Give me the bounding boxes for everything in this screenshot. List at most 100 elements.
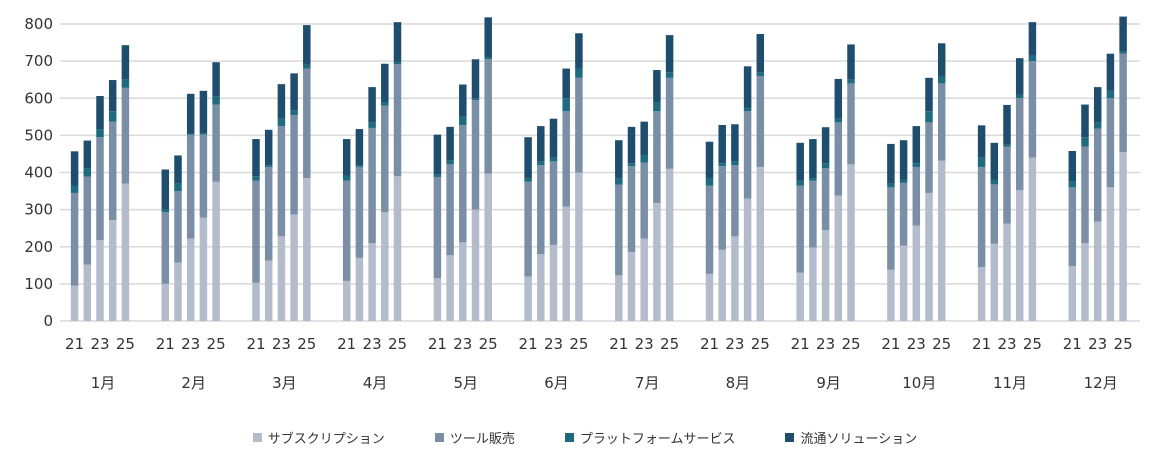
y-tick-label: 600 <box>24 89 53 107</box>
bar-segment <box>277 236 286 321</box>
bar-segment <box>925 192 933 321</box>
bar-segment <box>83 176 92 265</box>
bar-segment <box>756 72 765 76</box>
bar-segment <box>615 140 623 179</box>
bar-segment <box>977 157 986 167</box>
bar-segment <box>887 143 895 184</box>
x-subtick-label: 25 <box>660 335 679 353</box>
x-subtick-label: 25 <box>207 335 226 353</box>
bar-segment <box>665 168 674 321</box>
bar-segment <box>471 100 480 210</box>
bar-segment <box>471 98 480 101</box>
bar-segment <box>433 176 442 279</box>
bar-segment <box>70 151 79 186</box>
bar-segment <box>731 165 739 237</box>
x-category-label: 10月 <box>902 374 936 392</box>
bar-segment <box>718 249 726 321</box>
x-subtick-label: 21 <box>972 335 991 353</box>
x-subtick-label: 25 <box>841 335 860 353</box>
bar-segment <box>756 166 765 321</box>
bar-segment <box>990 184 999 244</box>
bar-segment <box>264 129 273 166</box>
bar-segment <box>368 122 376 128</box>
bar-segment <box>252 180 260 283</box>
bar-segment <box>1015 190 1024 321</box>
bar-segment <box>615 275 623 321</box>
bar-segment <box>718 166 726 250</box>
bar-segment <box>83 140 92 169</box>
bar-segment <box>342 175 351 181</box>
bar-segment <box>937 83 946 161</box>
legend-swatch <box>785 433 795 442</box>
bar-segment <box>355 129 364 166</box>
y-tick-label: 500 <box>24 126 53 144</box>
bar-segment <box>1106 187 1115 321</box>
bar-segment <box>705 141 714 179</box>
bar-segment <box>809 180 817 248</box>
bar-segment <box>433 278 442 321</box>
bar-segment <box>1028 22 1037 56</box>
bar-segment <box>718 124 726 164</box>
bar-segment <box>990 243 999 321</box>
bar-segment <box>1093 87 1102 123</box>
bar-segment <box>899 182 908 246</box>
bar-segment <box>108 220 117 321</box>
x-category-label: 1月 <box>91 374 116 392</box>
x-subtick-label: 21 <box>609 335 628 353</box>
bar-segment <box>303 178 311 321</box>
x-category-label: 2月 <box>181 374 206 392</box>
y-tick-label: 300 <box>24 201 53 219</box>
bar-segment <box>743 111 752 199</box>
bar-segment <box>212 96 220 105</box>
bar-segment <box>1015 58 1024 95</box>
bar-segment <box>471 209 480 321</box>
x-subtick-label: 23 <box>272 335 291 353</box>
x-subtick-label: 23 <box>363 335 382 353</box>
x-subtick-label: 23 <box>181 335 200 353</box>
bar-segment <box>121 45 130 80</box>
bar-segment <box>990 179 999 185</box>
bar-segment <box>834 118 843 123</box>
legend-swatch <box>434 433 444 442</box>
bar-segment <box>161 283 170 321</box>
bar-segment <box>174 155 182 184</box>
bar-segment <box>627 126 636 164</box>
bar-segment <box>925 111 933 123</box>
bar-segment <box>834 195 843 321</box>
x-subtick-label: 21 <box>246 335 265 353</box>
y-tick-label: 700 <box>24 52 53 70</box>
bar-segment <box>264 165 273 167</box>
bar-segment <box>640 238 648 321</box>
bar-segment <box>549 157 558 162</box>
bar-segment <box>562 98 570 112</box>
bar-segment <box>1081 243 1089 321</box>
x-subtick-label: 25 <box>116 335 135 353</box>
bar-segment <box>743 66 752 108</box>
x-category-label: 9月 <box>816 374 841 392</box>
bar-segment <box>186 238 195 321</box>
bar-segment <box>524 276 532 321</box>
bar-segment <box>615 178 623 185</box>
bar-segment <box>1106 53 1115 91</box>
bar-segment <box>393 22 402 62</box>
bar-segment <box>355 257 364 321</box>
bar-segment <box>537 161 545 166</box>
bar-segment <box>199 134 208 218</box>
bar-segment <box>290 110 298 115</box>
bar-segment <box>161 209 170 213</box>
bar-segment <box>1119 51 1127 54</box>
bar-segment <box>796 185 804 273</box>
bar-segment <box>252 176 260 181</box>
bar-segment <box>653 202 661 321</box>
legend-swatch <box>564 433 574 442</box>
bar-segment <box>96 137 104 241</box>
bar-segment <box>446 126 454 161</box>
x-subtick-label: 21 <box>428 335 447 353</box>
bar-segment <box>809 247 817 321</box>
bar-segment <box>1015 98 1024 191</box>
bar-segment <box>731 124 739 162</box>
bar-segment <box>1003 144 1011 147</box>
bar-segment <box>303 64 311 69</box>
bar-segment <box>887 183 895 188</box>
bar-segment <box>887 269 895 321</box>
